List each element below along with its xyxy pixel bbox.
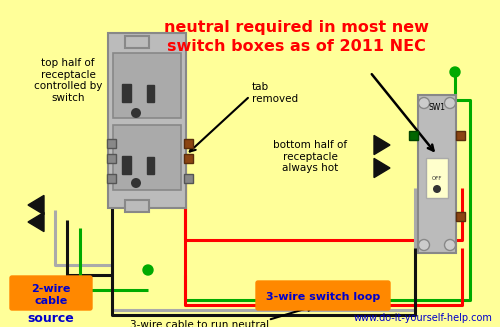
Polygon shape [374,135,390,155]
Circle shape [418,239,430,250]
FancyBboxPatch shape [10,276,92,310]
Polygon shape [374,158,390,178]
Bar [409,131,418,140]
Text: 3-wire cable to run neutral
through to the switch: 3-wire cable to run neutral through to t… [130,320,270,327]
Bar [147,85,154,102]
Text: 2-wire
cable: 2-wire cable [32,284,70,306]
Text: tab
removed: tab removed [252,82,298,104]
Circle shape [450,67,460,77]
Circle shape [131,178,141,188]
Bar [184,154,193,163]
Bar [456,212,465,221]
Bar [125,36,149,48]
Bar [426,158,448,198]
Text: top half of
receptacle
controlled by
switch: top half of receptacle controlled by swi… [34,58,102,103]
Text: neutral required in most new
switch boxes as of 2011 NEC: neutral required in most new switch boxe… [164,20,428,54]
Text: www.do-it-yourself-help.com: www.do-it-yourself-help.com [353,313,492,323]
Text: bottom half of
receptacle
always hot: bottom half of receptacle always hot [273,140,347,173]
Circle shape [444,97,456,109]
Text: source: source [28,312,74,324]
Polygon shape [28,213,44,232]
Bar [107,174,116,183]
Bar [108,33,186,208]
Bar [147,157,154,174]
Bar [122,84,131,102]
Bar [184,174,193,183]
Polygon shape [28,196,44,215]
Bar [113,53,181,118]
Bar [122,156,131,174]
Bar [125,200,149,212]
Bar [456,131,465,140]
Circle shape [143,265,153,275]
Bar [107,154,116,163]
FancyBboxPatch shape [256,281,390,310]
Bar [418,95,456,253]
Text: 3-wire switch loop: 3-wire switch loop [266,292,380,302]
Text: OFF: OFF [432,176,442,181]
Circle shape [433,185,441,193]
Bar [184,139,193,148]
Circle shape [444,239,456,250]
Bar [113,125,181,190]
Circle shape [418,97,430,109]
Circle shape [131,108,141,118]
Bar [107,139,116,148]
Text: SW1: SW1 [428,102,446,112]
